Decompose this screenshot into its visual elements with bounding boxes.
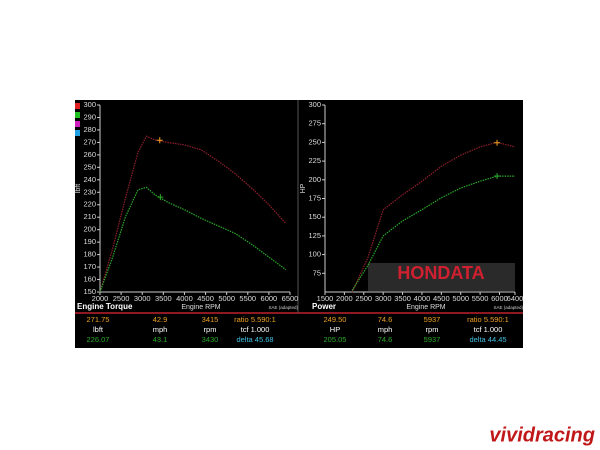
y-tick-label: 270	[83, 137, 96, 146]
y-tick-label: 125	[308, 231, 321, 240]
y-tick-label: 250	[308, 137, 321, 146]
x-tick-label: 4500	[433, 294, 450, 303]
readout: 43.1	[153, 335, 168, 344]
y-tick-label: 200	[308, 175, 321, 184]
dyno-panel	[75, 100, 523, 348]
series-line	[351, 141, 516, 293]
readout: 249.50	[324, 315, 347, 324]
readout: 5937	[424, 315, 441, 324]
cursor-marker	[494, 173, 501, 180]
x-tick-label: 6400	[507, 294, 524, 303]
y-tick-label: 230	[83, 187, 96, 196]
readout: tcf 1.000	[241, 325, 270, 334]
y-tick-label: 175	[308, 193, 321, 202]
y-tick-label: 275	[308, 119, 321, 128]
readout: rpm	[426, 325, 439, 334]
readout: 205.05	[324, 335, 347, 344]
y-tick-label: 160	[83, 275, 96, 284]
readout: mph	[153, 325, 168, 334]
swatch	[75, 130, 80, 136]
readout: 74.6	[378, 335, 393, 344]
y-tick-label: 250	[83, 162, 96, 171]
x-tick-label: 6500	[282, 294, 299, 303]
x-tick-label: 3500	[155, 294, 172, 303]
x-tick-label: 3000	[375, 294, 392, 303]
x-tick-label: 2000	[336, 294, 353, 303]
x-tick-label: 5500	[472, 294, 489, 303]
y-tick-label: 225	[308, 156, 321, 165]
readout: tcf 1.000	[474, 325, 503, 334]
y-tick-label: 290	[83, 112, 96, 121]
x-tick-label: 4000	[414, 294, 431, 303]
y-tick-label: 190	[83, 237, 96, 246]
cursor-marker	[494, 139, 501, 146]
readout: ratio 5.590:1	[467, 315, 509, 324]
readout: mph	[378, 325, 393, 334]
x-tick-label: 1500	[317, 294, 334, 303]
cursor-marker	[157, 194, 164, 201]
x-tick-label: 5000	[218, 294, 235, 303]
series-line	[99, 135, 287, 293]
readout: 5937	[424, 335, 441, 344]
y-tick-label: 300	[308, 100, 321, 109]
x-tick-label: 6000	[491, 294, 508, 303]
x-axis-label: Engine RPM	[406, 304, 445, 311]
x-tick-label: 5500	[239, 294, 256, 303]
x-tick-label: 3000	[134, 294, 151, 303]
y-tick-label: 280	[83, 125, 96, 134]
y-tick-label: 180	[83, 250, 96, 259]
y-tick-label: 210	[83, 212, 96, 221]
y-tick-label: 150	[308, 212, 321, 221]
note: SAE (adapted)	[268, 305, 298, 310]
readout: lbft	[93, 325, 104, 334]
readout: 42.9	[153, 315, 168, 324]
x-tick-label: 2000	[92, 294, 109, 303]
y-tick-label: 150	[83, 287, 96, 296]
readout: HP	[330, 325, 340, 334]
y-tick-label: 240	[83, 175, 96, 184]
chart-title: Engine Torque	[77, 302, 133, 311]
y-tick-label: 100	[308, 250, 321, 259]
readout: 74.6	[378, 315, 393, 324]
y-axis-label: HP	[300, 183, 307, 193]
y-tick-label: 300	[83, 100, 96, 109]
y-tick-label: 220	[83, 200, 96, 209]
readout: delta 45.68	[236, 335, 273, 344]
series-line	[99, 186, 287, 293]
note: SAE (adapted)	[493, 305, 523, 310]
x-tick-label: 4500	[197, 294, 214, 303]
y-tick-label: 200	[83, 225, 96, 234]
x-tick-label: 6000	[261, 294, 278, 303]
readout: ratio 5.590:1	[234, 315, 276, 324]
x-tick-label: 2500	[355, 294, 372, 303]
readout: delta 44.45	[469, 335, 506, 344]
swatch	[75, 112, 80, 118]
swatch	[75, 103, 80, 109]
x-axis-label: Engine RPM	[181, 304, 220, 311]
y-axis-label: lbft	[75, 184, 82, 193]
x-tick-label: 4000	[176, 294, 193, 303]
readout: 271.75	[87, 315, 110, 324]
chart-title: Power	[312, 302, 336, 311]
readout: 3430	[202, 335, 219, 344]
watermark: vividracing	[489, 424, 595, 446]
y-tick-label: 260	[83, 150, 96, 159]
readout: 226.07	[87, 335, 110, 344]
readout: rpm	[204, 325, 217, 334]
readout: 3415	[202, 315, 219, 324]
swatch	[75, 121, 80, 127]
y-tick-label: 75	[313, 268, 321, 277]
cursor-marker	[156, 137, 163, 144]
x-tick-label: 3500	[394, 294, 411, 303]
x-tick-label: 2500	[113, 294, 130, 303]
logo: HONDATA	[397, 263, 484, 283]
y-tick-label: 170	[83, 262, 96, 271]
series-line	[351, 175, 515, 291]
logo-box	[368, 263, 515, 291]
x-tick-label: 5000	[452, 294, 469, 303]
